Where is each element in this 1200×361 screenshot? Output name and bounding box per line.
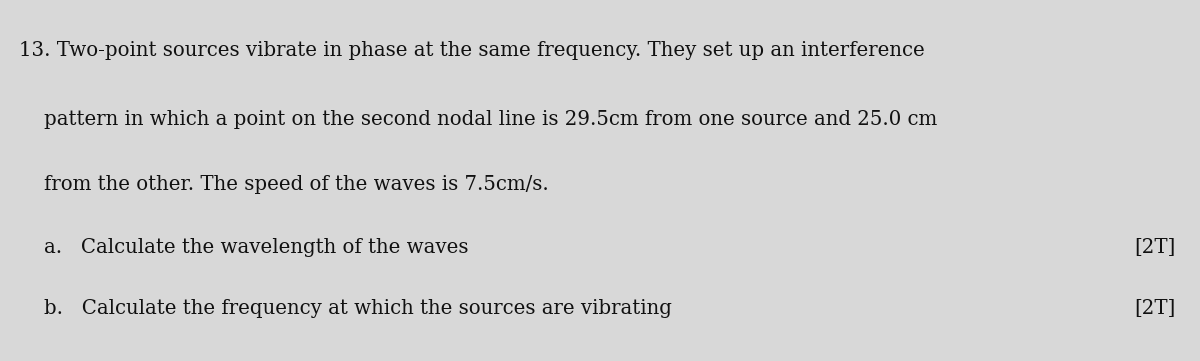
Text: a.   Calculate the wavelength of the waves: a. Calculate the wavelength of the waves (19, 238, 469, 257)
Text: [2T]: [2T] (1134, 238, 1175, 257)
Text: from the other. The speed of the waves is 7.5cm/s.: from the other. The speed of the waves i… (19, 175, 548, 193)
Text: b.   Calculate the frequency at which the sources are vibrating: b. Calculate the frequency at which the … (19, 299, 672, 318)
Text: 13. Two-point sources vibrate in phase at the same frequency. They set up an int: 13. Two-point sources vibrate in phase a… (19, 41, 925, 60)
Text: pattern in which a point on the second nodal line is 29.5cm from one source and : pattern in which a point on the second n… (19, 110, 937, 129)
Text: [2T]: [2T] (1134, 299, 1175, 318)
